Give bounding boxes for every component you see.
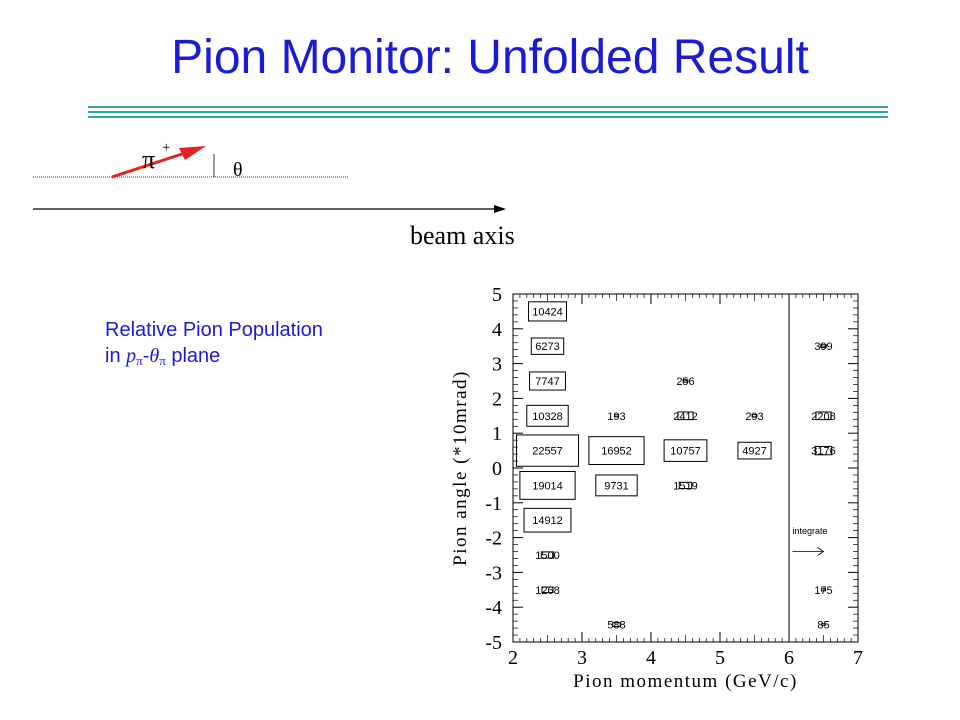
cell-box <box>530 337 565 355</box>
cell-box <box>588 436 645 466</box>
cell-box <box>526 404 569 427</box>
y-tick-label: -3 <box>485 562 502 584</box>
y-axis: -5 -4 -3 -2 -1 0 1 2 3 4 5 <box>485 284 858 654</box>
cell-box <box>528 301 567 322</box>
y-tick-label: -2 <box>485 528 502 550</box>
cell-box <box>663 439 708 462</box>
cell-value-label: 2208 <box>811 411 835 423</box>
page-title: Pion Monitor: Unfolded Result <box>171 31 809 84</box>
cell-box <box>820 344 827 349</box>
cell-value-label: 85 <box>817 620 829 632</box>
cell-box <box>677 411 694 421</box>
cell-value-label: 1500 <box>535 550 559 562</box>
x-tick-label: 7 <box>853 647 863 669</box>
angle-subscript: π <box>159 353 166 368</box>
cell-box <box>540 551 555 559</box>
x-axis-label: Pion momentum (GeV/c) <box>573 671 798 692</box>
cell-box <box>682 379 689 383</box>
cell-box <box>519 470 576 500</box>
plot-caption: Relative Pion Population in pπ-θπ plane <box>105 317 323 374</box>
cell-value-label: 193 <box>607 411 625 423</box>
y-tick-label: 2 <box>492 388 502 410</box>
caption-suffix: plane <box>165 345 221 367</box>
integrate-annotation: integrate <box>792 526 827 556</box>
title-underline-rule <box>88 106 888 108</box>
cell-value-label: 22557 <box>532 446 563 458</box>
x-axis: 2 3 4 5 6 7 <box>508 294 863 669</box>
cell-box <box>821 623 826 626</box>
y-axis-label: Pion angle (*10mrad) <box>450 370 471 566</box>
y-tick-label: 5 <box>492 284 502 306</box>
cell-value-label: 175 <box>814 585 832 597</box>
x-tick-label: 4 <box>646 647 656 669</box>
x-tick-label: 3 <box>577 647 587 669</box>
cell-value-label: 10424 <box>532 306 563 318</box>
integrate-arrowhead <box>817 547 825 556</box>
theta-symbol: θ <box>233 159 243 181</box>
y-tick-label: 3 <box>492 354 502 376</box>
cell-box <box>612 622 621 628</box>
cell-box <box>737 441 772 460</box>
pion-track-arrowhead <box>179 146 206 160</box>
momentum-subscript: π <box>136 353 143 368</box>
y-tick-label: -5 <box>485 632 502 654</box>
cell-value-label: 6273 <box>535 341 559 353</box>
y-tick-label: 1 <box>492 423 502 445</box>
cell-box <box>515 434 580 467</box>
caption-line-1: Relative Pion Population <box>105 319 323 341</box>
cell-value-label: 1519 <box>673 480 697 492</box>
pion-symbol: π <box>142 145 155 174</box>
y-tick-label: 4 <box>492 319 502 341</box>
pion-track <box>111 152 183 179</box>
angle-symbol: θ <box>149 345 160 367</box>
cell-value-label: 4927 <box>742 446 766 458</box>
cell-box <box>529 371 566 391</box>
x-tick-label: 2 <box>508 647 518 669</box>
cell-boxes: 10424 6273 7747 10328 22557 19014 14912 1500 126… <box>515 301 836 632</box>
x-tick-label: 6 <box>784 647 794 669</box>
momentum-symbol: p <box>126 345 137 367</box>
beam-axis-label: beam axis <box>410 221 515 250</box>
cell-value-label: 293 <box>745 411 763 423</box>
cell-value-label: 1268 <box>535 585 559 597</box>
integrate-label: integrate <box>792 526 827 536</box>
title-underline-rule <box>88 116 888 118</box>
cell-value-label: 256 <box>676 376 694 388</box>
cell-value-label: 3176 <box>811 446 835 458</box>
cell-value-label: 10757 <box>670 446 701 458</box>
y-tick-label: -4 <box>485 597 502 619</box>
plot-frame <box>512 293 859 643</box>
cell-value-label: 2412 <box>673 411 697 423</box>
cell-box <box>820 588 827 592</box>
cell-value-label: 399 <box>814 341 832 353</box>
x-tick-label: 5 <box>715 647 725 669</box>
caption-dash: - <box>142 345 150 367</box>
cell-box <box>678 481 693 490</box>
cell-value-label: 14912 <box>532 515 563 527</box>
pion-charge: + <box>162 140 170 156</box>
caption-line-2: in pπ-θπ plane <box>105 343 323 374</box>
cell-box <box>541 586 554 594</box>
y-tick-label: 0 <box>492 458 502 480</box>
cell-value-label: 10328 <box>532 411 563 423</box>
beam-geometry-diagram: π + θ beam axis <box>33 140 515 250</box>
cell-box <box>814 445 833 456</box>
cell-value-label: 9731 <box>604 480 628 492</box>
cell-value-label: 588 <box>607 620 625 632</box>
cell-box <box>523 507 572 533</box>
cell-box <box>613 414 620 418</box>
cell-box <box>815 411 832 421</box>
pion-population-box-plot: 2 3 4 5 6 7 -5 -4 -3 -2 -1 0 1 2 3 4 5 10424 6273 7747 103… <box>450 284 863 692</box>
cell-value-label: 7747 <box>535 376 559 388</box>
cell-box <box>595 474 638 497</box>
cell-value-label: 19014 <box>532 480 563 492</box>
title-underline-rule <box>88 111 888 113</box>
cell-box <box>751 414 758 418</box>
caption-prefix: in <box>105 345 127 367</box>
y-tick-label: -1 <box>485 493 502 515</box>
cell-value-label: 16952 <box>601 446 632 458</box>
beam-axis-arrowhead <box>494 205 506 213</box>
